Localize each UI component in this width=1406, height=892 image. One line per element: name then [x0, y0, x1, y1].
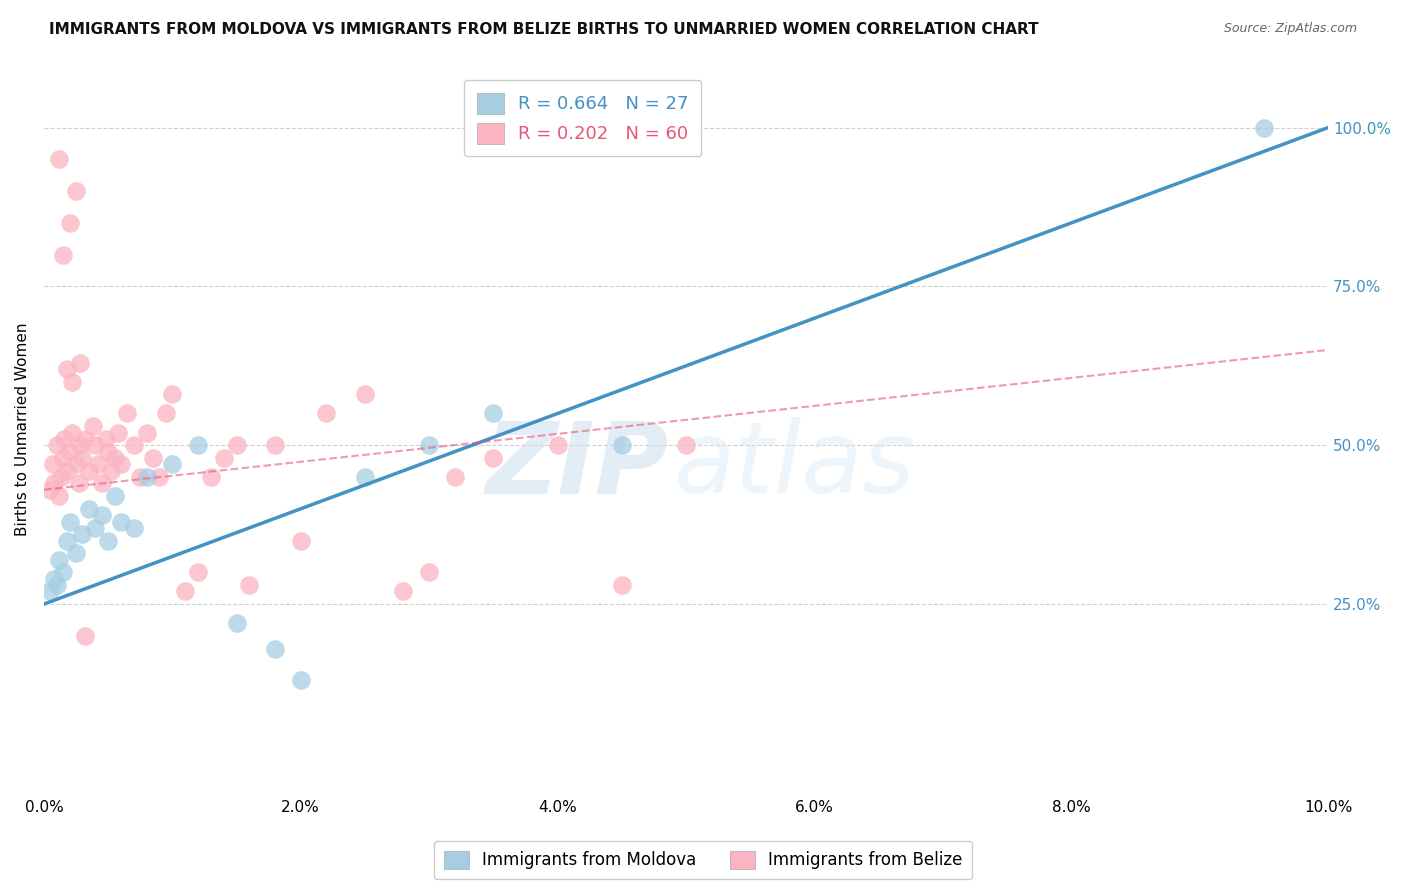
Point [58, 216, 80, 230]
Point [69, 356, 91, 370]
Point [87, 458, 110, 472]
Point [418, 438, 440, 452]
Point [56, 362, 79, 376]
Point [315, 407, 337, 421]
Point [84, 438, 107, 452]
Point [52, 566, 75, 580]
Point [65, 184, 87, 198]
Point [107, 425, 129, 440]
Point [142, 450, 165, 465]
Point [547, 438, 569, 452]
Point [110, 515, 132, 529]
Point [148, 470, 170, 484]
Point [117, 407, 139, 421]
Point [48, 552, 70, 566]
Point [60, 425, 83, 440]
Point [39, 584, 62, 599]
Point [103, 489, 125, 503]
Point [1253, 120, 1275, 135]
Point [444, 470, 467, 484]
Point [264, 641, 287, 656]
Legend: Immigrants from Moldova, Immigrants from Belize: Immigrants from Moldova, Immigrants from… [433, 840, 973, 880]
Point [187, 566, 209, 580]
Point [418, 566, 440, 580]
Point [77, 501, 100, 516]
Point [482, 407, 505, 421]
Y-axis label: Births to Unmarried Women: Births to Unmarried Women [15, 323, 30, 536]
Point [225, 616, 247, 631]
Point [49, 470, 72, 484]
Point [42, 458, 65, 472]
Point [110, 458, 132, 472]
Point [69, 438, 91, 452]
Point [45, 438, 67, 452]
Point [354, 387, 377, 401]
Point [56, 533, 79, 548]
Point [65, 458, 87, 472]
Point [48, 153, 70, 167]
Point [52, 247, 75, 261]
Point [392, 584, 415, 599]
Point [67, 476, 90, 491]
Point [72, 527, 94, 541]
Text: atlas: atlas [675, 417, 915, 515]
Point [482, 450, 505, 465]
Point [56, 464, 79, 478]
Point [97, 444, 120, 458]
Point [238, 578, 260, 592]
Point [44, 476, 66, 491]
Point [44, 572, 66, 586]
Legend: R = 0.664   N = 27, R = 0.202   N = 60: R = 0.664 N = 27, R = 0.202 N = 60 [464, 80, 702, 156]
Point [129, 470, 152, 484]
Point [72, 450, 94, 465]
Point [48, 489, 70, 503]
Point [122, 521, 145, 535]
Point [162, 387, 184, 401]
Point [103, 450, 125, 465]
Point [122, 438, 145, 452]
Point [162, 458, 184, 472]
Point [610, 578, 633, 592]
Point [225, 438, 247, 452]
Point [52, 450, 75, 465]
Text: IMMIGRANTS FROM MOLDOVA VS IMMIGRANTS FROM BELIZE BIRTHS TO UNMARRIED WOMEN CORR: IMMIGRANTS FROM MOLDOVA VS IMMIGRANTS FR… [49, 22, 1039, 37]
Point [100, 464, 122, 478]
Point [65, 546, 87, 560]
Point [354, 470, 377, 484]
Point [212, 450, 235, 465]
Point [290, 533, 312, 548]
Point [90, 508, 112, 523]
Point [94, 432, 117, 446]
Point [82, 419, 104, 434]
Point [73, 432, 96, 446]
Point [135, 425, 157, 440]
Point [84, 521, 107, 535]
Point [97, 533, 120, 548]
Point [290, 673, 312, 688]
Point [187, 438, 209, 452]
Text: ZIP: ZIP [485, 417, 668, 515]
Point [45, 578, 67, 592]
Point [53, 432, 76, 446]
Point [135, 470, 157, 484]
Point [73, 629, 96, 643]
Point [58, 444, 80, 458]
Point [264, 438, 287, 452]
Point [675, 438, 697, 452]
Point [60, 375, 83, 389]
Text: Source: ZipAtlas.com: Source: ZipAtlas.com [1223, 22, 1357, 36]
Point [610, 438, 633, 452]
Point [77, 464, 100, 478]
Point [174, 584, 197, 599]
Point [200, 470, 222, 484]
Point [155, 407, 177, 421]
Point [58, 515, 80, 529]
Point [39, 483, 62, 497]
Point [90, 476, 112, 491]
